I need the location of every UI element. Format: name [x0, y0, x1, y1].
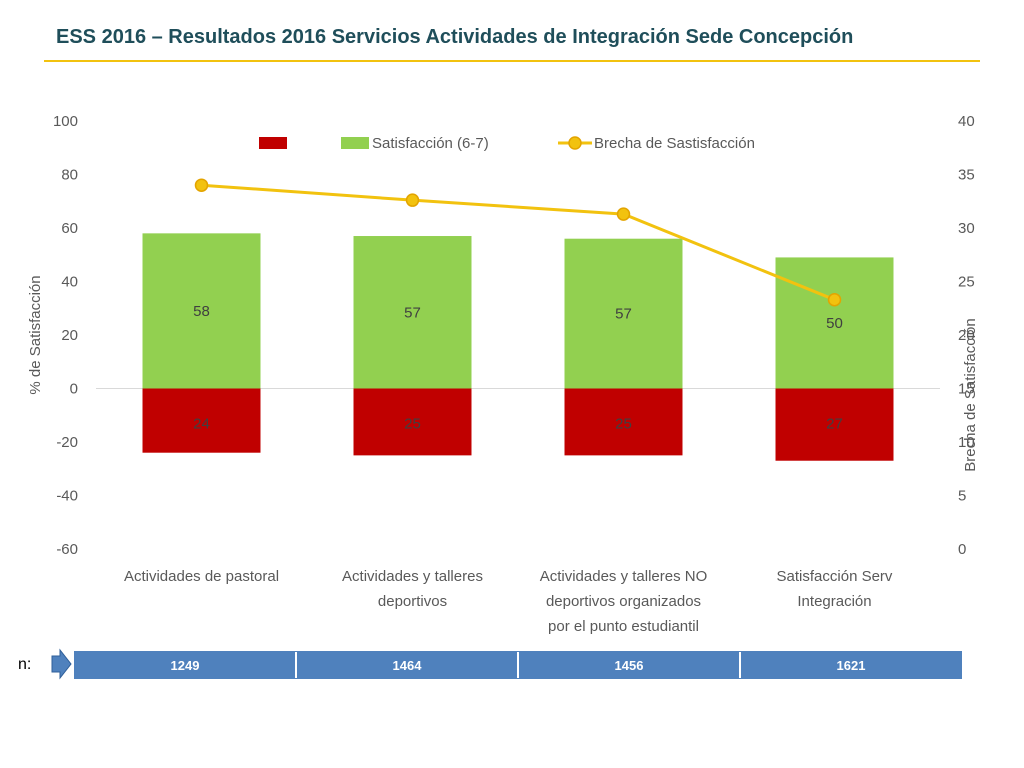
gap-line — [201, 183, 836, 302]
n-cell: 1456 — [519, 652, 741, 678]
bars: 58 24 57 25 57 25 50 27 — [142, 233, 894, 461]
left-tick-label: 100 — [53, 113, 78, 130]
data-label-satisfaction: 58 — [193, 303, 210, 320]
data-label-dissatisfaction: 24 — [193, 416, 210, 433]
gap-line-series — [194, 178, 842, 307]
left-axis-title: % de Satisfacción — [27, 275, 44, 394]
right-tick-label: 20 — [958, 327, 975, 344]
right-tick-label: 40 — [958, 113, 975, 130]
right-axis-title: Brecha de Satisfacción — [962, 318, 979, 471]
bar-satisfaction — [142, 233, 261, 389]
n-cell: 1464 — [297, 652, 519, 678]
data-label-satisfaction: 50 — [826, 315, 843, 332]
left-tick-label: 0 — [70, 381, 78, 398]
category-label: Satisfacción Serv — [777, 568, 893, 585]
data-label-satisfaction: 57 — [615, 306, 632, 323]
category-label: Actividades y talleres — [342, 568, 483, 585]
category-label: Integración — [797, 593, 871, 610]
bar-dissatisfaction — [353, 388, 472, 456]
legend-swatch-satisfaction — [341, 137, 369, 149]
left-tick-label: 20 — [61, 327, 78, 344]
n-label: n: — [18, 656, 32, 673]
category-label: por el punto estudiantil — [548, 618, 699, 635]
data-label-dissatisfaction: 27 — [826, 416, 843, 433]
n-cell: 1249 — [75, 652, 297, 678]
n-row: 1249 1464 1456 1621 — [74, 651, 962, 679]
right-tick-label: 25 — [958, 274, 975, 291]
right-tick-label: 0 — [958, 541, 966, 558]
bar-satisfaction — [775, 257, 894, 389]
legend-marker-gap — [568, 136, 582, 150]
n-cell: 1621 — [741, 652, 961, 678]
left-axis-ticks: 100 80 60 40 20 0 -20 -40 -60 — [53, 113, 78, 558]
bar-satisfaction — [353, 236, 472, 389]
right-axis-ticks: 40 35 30 25 20 15 10 5 0 — [958, 113, 975, 558]
data-label-satisfaction: 57 — [404, 304, 421, 321]
gap-point — [827, 292, 842, 307]
category-label: deportivos — [378, 593, 447, 610]
right-tick-label: 15 — [958, 381, 975, 398]
title-rule — [44, 60, 980, 62]
arrow-right-icon — [51, 648, 72, 680]
category-label: Actividades y talleres NO — [540, 568, 708, 585]
left-tick-label: -20 — [56, 434, 78, 451]
legend-label-gap: Brecha de Sastisfacción — [594, 135, 755, 152]
left-tick-label: -60 — [56, 541, 78, 558]
data-label-dissatisfaction: 25 — [615, 416, 632, 433]
data-label-dissatisfaction: 25 — [404, 416, 421, 433]
bar-satisfaction — [564, 238, 683, 389]
left-tick-label: 80 — [61, 167, 78, 184]
legend-swatch-dissatisfaction — [259, 137, 287, 149]
slide-title: ESS 2016 – Resultados 2016 Servicios Act… — [56, 26, 854, 48]
right-tick-label: 30 — [958, 220, 975, 237]
gap-point — [616, 207, 631, 221]
category-label: Actividades de pastoral — [124, 568, 279, 585]
legend-label-satisfaction: Satisfacción (6-7) — [372, 135, 489, 152]
gap-point — [194, 178, 209, 192]
left-tick-label: 40 — [61, 274, 78, 291]
bar-dissatisfaction — [775, 388, 894, 461]
category-label: deportivos organizados — [546, 593, 701, 610]
bar-dissatisfaction — [142, 388, 261, 453]
gap-point — [405, 193, 420, 207]
left-tick-label: -40 — [56, 488, 78, 505]
right-tick-label: 5 — [958, 488, 966, 505]
left-tick-label: 60 — [61, 220, 78, 237]
category-labels: Actividades de pastoral Actividades y tal… — [124, 568, 893, 635]
bar-dissatisfaction — [564, 388, 683, 456]
right-tick-label: 35 — [958, 167, 975, 184]
right-tick-label: 10 — [958, 434, 975, 451]
legend: Satisfacción (6-7) Brecha de Sastisfacci… — [259, 135, 755, 152]
